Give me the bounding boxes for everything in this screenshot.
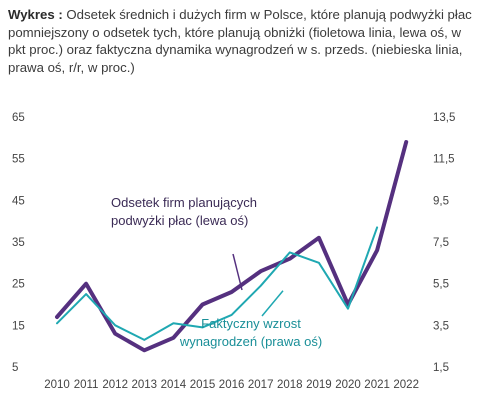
x-tick-label: 2018 [277, 379, 303, 391]
x-tick-label: 2015 [190, 379, 216, 391]
y-right-tick-label: 13,5 [433, 112, 455, 124]
chart-title-label: Wykres [8, 7, 55, 22]
y-left-tick-label: 45 [12, 195, 25, 207]
purple-annotation-text: podwyżki płac (lewa oś) [111, 213, 248, 228]
x-tick-label: 2017 [248, 379, 274, 391]
purple-annotation-pointer [232, 253, 243, 291]
chart-title-separator: : [54, 7, 67, 22]
y-left-tick-label: 35 [12, 237, 25, 249]
purple-annotation-text: Odsetek firm planujących [111, 195, 257, 210]
x-tick-label: 2020 [335, 379, 361, 391]
x-tick-label: 2019 [306, 379, 332, 391]
y-right-tick-label: 5,5 [433, 279, 449, 291]
series-line-purple [55, 140, 409, 353]
x-tick-label: 2016 [219, 379, 245, 391]
x-tick-label: 2013 [132, 379, 158, 391]
teal-annotation-text: Faktyczny wzrost [201, 316, 301, 331]
x-tick-label: 2012 [102, 379, 128, 391]
y-left-tick-label: 15 [12, 320, 25, 332]
teal-annotation-text: wynagrodzeń (prawa oś) [179, 334, 322, 349]
y-left-tick-label: 5 [12, 362, 18, 374]
x-tick-label: 2011 [74, 379, 99, 391]
x-tick-label: 2022 [393, 379, 419, 391]
y-right-tick-label: 7,5 [433, 237, 449, 249]
chart-title-text: Odsetek średnich i dużych firm w Polsce,… [8, 7, 472, 75]
series-line-teal [56, 226, 379, 341]
y-left-tick-label: 65 [12, 112, 25, 124]
y-right-tick-label: 9,5 [433, 195, 449, 207]
teal-annotation-pointer [261, 290, 284, 317]
x-tick-label: 2010 [44, 379, 70, 391]
y-left-tick-label: 25 [12, 279, 25, 291]
x-tick-label: 2014 [161, 379, 187, 391]
y-right-tick-label: 11,5 [433, 154, 455, 166]
y-left-tick-label: 55 [12, 154, 25, 166]
y-right-tick-label: 3,5 [433, 320, 449, 332]
x-tick-label: 2021 [364, 379, 390, 391]
chart-title: Wykres : Odsetek średnich i dużych firm … [8, 6, 474, 76]
y-right-tick-label: 1,5 [433, 362, 449, 374]
